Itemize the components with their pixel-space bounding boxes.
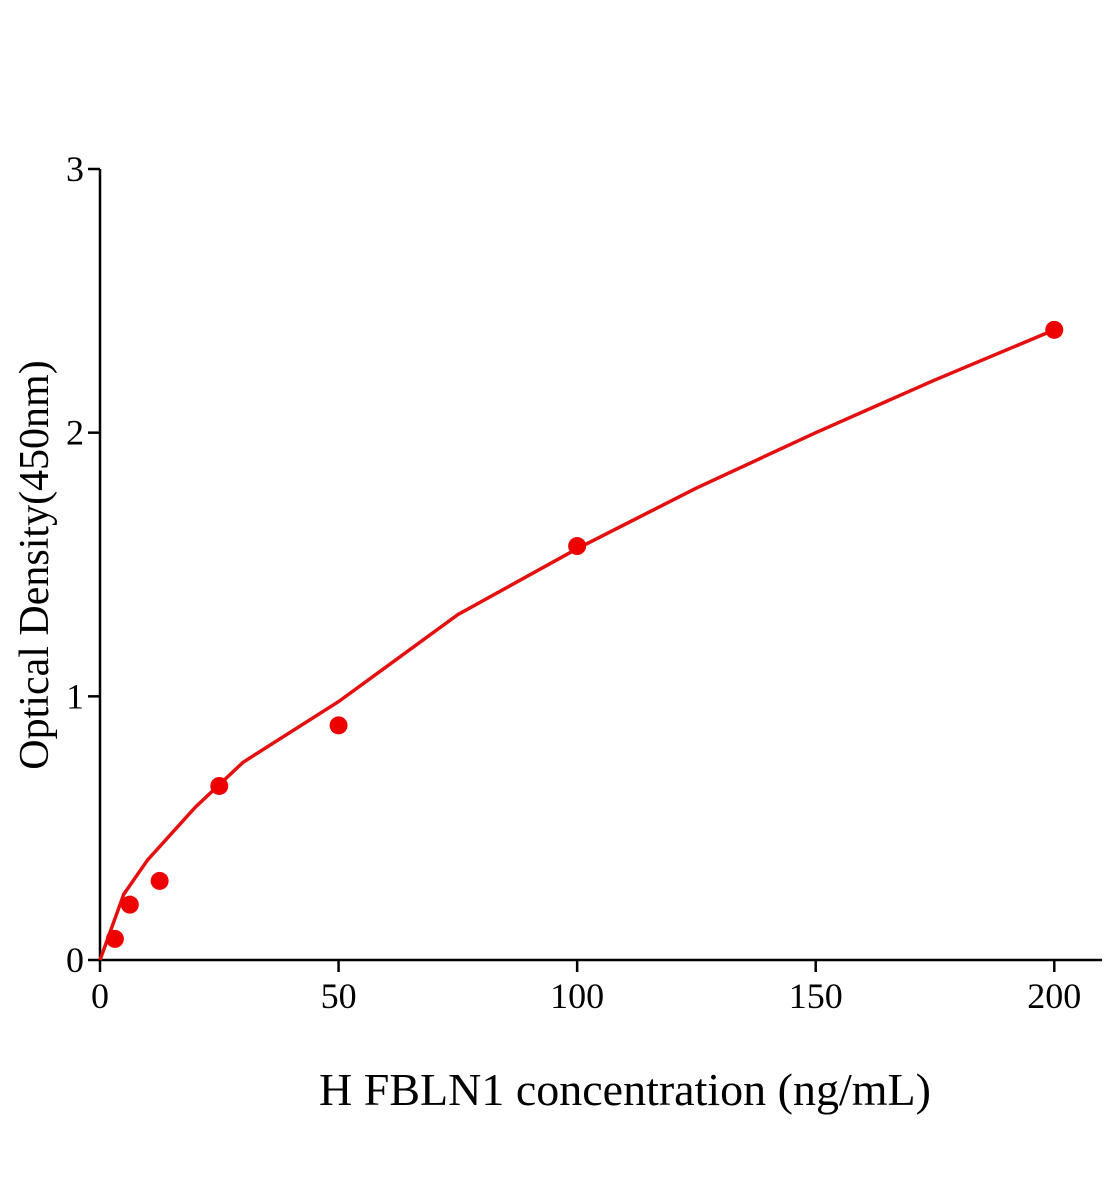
x-tick-label: 0 — [91, 976, 109, 1016]
x-tick-label: 100 — [550, 976, 604, 1016]
y-tick-label: 3 — [66, 149, 84, 189]
fit-curve — [98, 328, 1055, 961]
x-axis-label: H FBLN1 concentration (ng/mL) — [319, 1064, 931, 1115]
y-tick-label: 0 — [66, 940, 84, 980]
data-point — [210, 776, 229, 795]
data-point — [105, 929, 124, 948]
data-point — [150, 871, 169, 890]
y-tick-label: 1 — [66, 676, 84, 716]
x-tick-label: 200 — [1027, 976, 1081, 1016]
data-point — [120, 895, 139, 914]
x-tick-label: 150 — [789, 976, 843, 1016]
data-point — [1045, 320, 1064, 339]
y-axis-label: Optical Density(450nm) — [12, 360, 58, 769]
data-point — [568, 537, 587, 556]
x-tick-label: 50 — [321, 976, 357, 1016]
y-tick-label: 2 — [66, 413, 84, 453]
data-point — [329, 716, 348, 735]
